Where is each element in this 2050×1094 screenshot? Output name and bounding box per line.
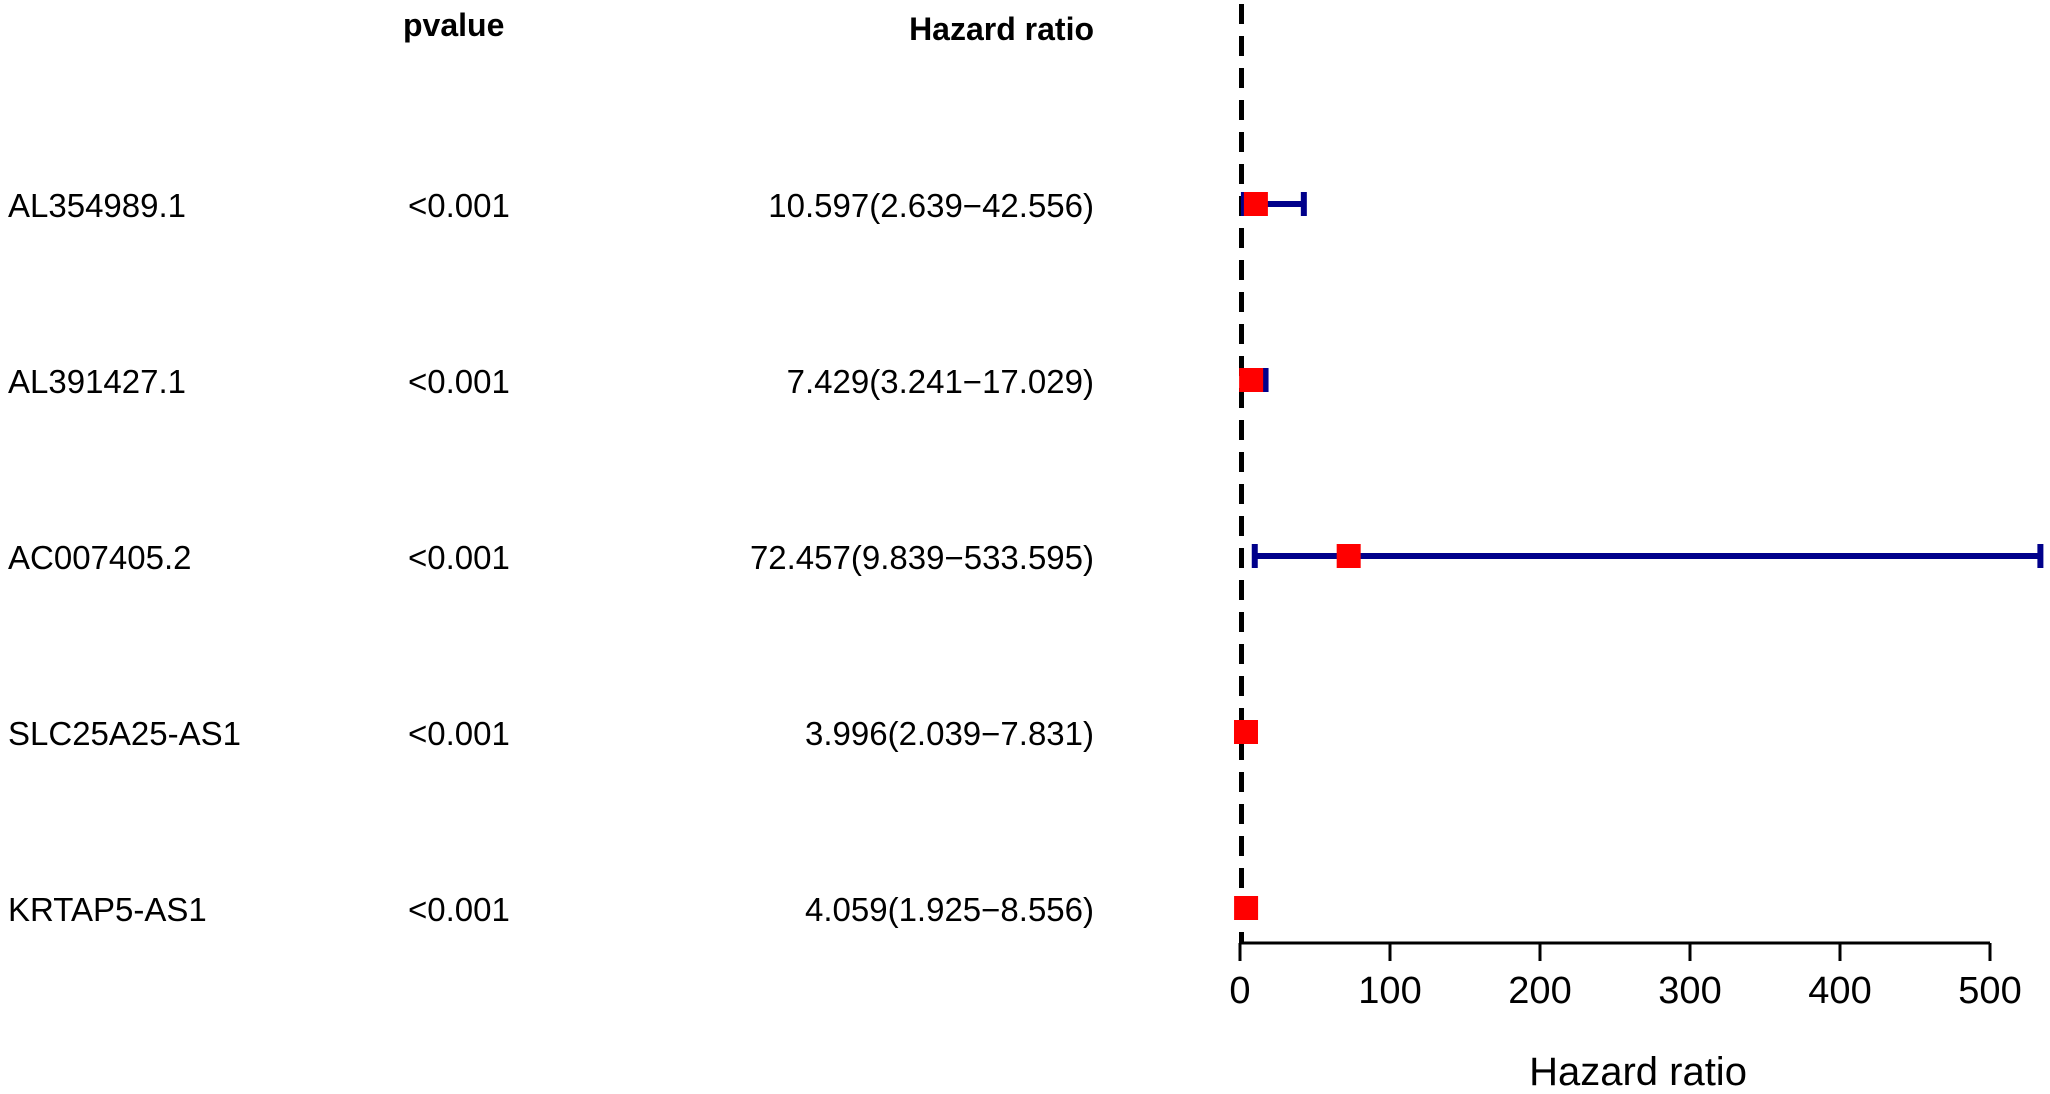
x-tick-label: 100 <box>1358 970 1421 1012</box>
x-tick-label: 200 <box>1508 970 1571 1012</box>
x-tick-label: 400 <box>1808 970 1871 1012</box>
table-row: AL391427.1 <0.001 7.429(3.241−17.029) <box>8 363 1094 400</box>
pvalue-cell: <0.001 <box>408 363 510 400</box>
table-rows: AL354989.1 <0.001 10.597(2.639−42.556) AL39… <box>8 187 1094 928</box>
gene-label: SLC25A25-AS1 <box>8 715 241 752</box>
pvalue-cell: <0.001 <box>408 187 510 224</box>
table-row: SLC25A25-AS1 <0.001 3.996(2.039−7.831) <box>8 715 1094 752</box>
pvalue-cell: <0.001 <box>408 715 510 752</box>
hazard-ratio-cell: 10.597(2.639−42.556) <box>768 187 1094 224</box>
table-row: AL354989.1 <0.001 10.597(2.639−42.556) <box>8 187 1094 224</box>
gene-label: AC007405.2 <box>8 539 191 576</box>
x-axis-title: Hazard ratio <box>1529 1050 1747 1094</box>
hr-point <box>1336 544 1361 568</box>
x-axis: 0 100 200 300 400 500 <box>1229 941 2022 1012</box>
gene-label: KRTAP5-AS1 <box>8 891 207 928</box>
pvalue-cell: <0.001 <box>408 891 510 928</box>
gene-label: AL354989.1 <box>8 187 186 224</box>
gene-label: AL391427.1 <box>8 363 186 400</box>
x-tick-label: 500 <box>1958 970 2021 1012</box>
hazard-ratio-cell: 3.996(2.039−7.831) <box>805 715 1094 752</box>
hazard-ratio-cell: 7.429(3.241−17.029) <box>787 363 1094 400</box>
hr-point <box>1243 192 1268 216</box>
hr-point <box>1234 896 1259 920</box>
table-row: AC007405.2 <0.001 72.457(9.839−533.595) <box>8 539 1094 576</box>
plot-area <box>1233 4 2044 943</box>
x-tick-label: 300 <box>1658 970 1721 1012</box>
hr-point <box>1233 720 1258 744</box>
pvalue-header: pvalue <box>403 7 504 43</box>
x-tick-label: 0 <box>1229 970 1250 1012</box>
table-row: KRTAP5-AS1 <0.001 4.059(1.925−8.556) <box>8 891 1094 928</box>
hazard-ratio-cell: 72.457(9.839−533.595) <box>750 539 1094 576</box>
hr-point <box>1239 368 1264 392</box>
hazard-ratio-cell: 4.059(1.925−8.556) <box>805 891 1094 928</box>
hazard-ratio-header: Hazard ratio <box>909 11 1094 47</box>
pvalue-cell: <0.001 <box>408 539 510 576</box>
